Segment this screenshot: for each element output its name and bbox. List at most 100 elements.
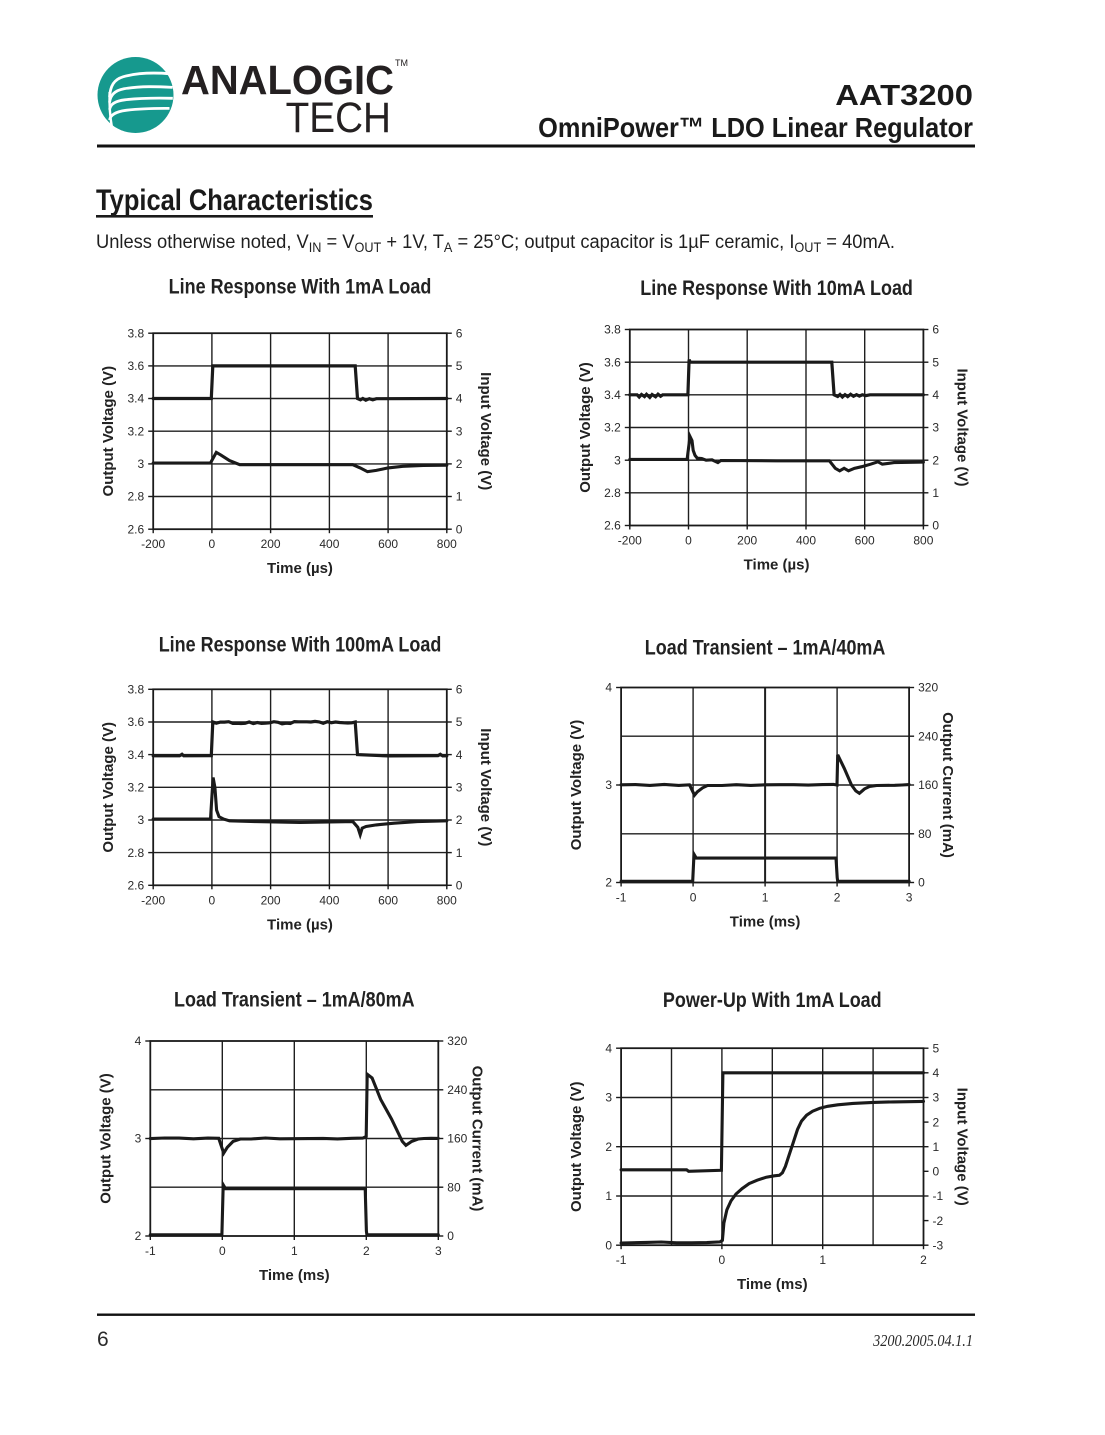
svg-text:3: 3 xyxy=(456,424,463,438)
svg-text:2.6: 2.6 xyxy=(128,522,145,536)
svg-text:600: 600 xyxy=(378,893,398,907)
svg-text:Output Current (mA): Output Current (mA) xyxy=(939,712,956,858)
svg-text:3200.2005.04.1.1: 3200.2005.04.1.1 xyxy=(872,1332,973,1350)
svg-text:Output Voltage (V): Output Voltage (V) xyxy=(100,366,117,497)
svg-text:6: 6 xyxy=(456,683,463,697)
svg-text:Input Voltage (V): Input Voltage (V) xyxy=(477,372,494,490)
svg-text:3.2: 3.2 xyxy=(604,421,621,435)
svg-text:Power-Up With 1mA Load: Power-Up With 1mA Load xyxy=(663,989,882,1013)
svg-text:2: 2 xyxy=(920,1253,927,1267)
svg-text:-1: -1 xyxy=(616,891,627,905)
svg-text:3: 3 xyxy=(605,1091,612,1105)
svg-text:Time (µs): Time (µs) xyxy=(744,557,810,574)
svg-text:400: 400 xyxy=(796,534,816,548)
svg-text:600: 600 xyxy=(378,537,398,551)
svg-text:2: 2 xyxy=(834,891,841,905)
svg-text:4: 4 xyxy=(605,681,612,695)
svg-text:0: 0 xyxy=(219,1244,226,1258)
svg-text:0: 0 xyxy=(456,522,463,536)
svg-text:-1: -1 xyxy=(145,1244,156,1258)
svg-text:2: 2 xyxy=(456,457,463,471)
svg-text:-1: -1 xyxy=(616,1253,627,1267)
svg-text:Line Response With 1mA Load: Line Response With 1mA Load xyxy=(169,275,432,299)
svg-text:-1: -1 xyxy=(933,1189,944,1203)
svg-text:0: 0 xyxy=(933,1165,940,1179)
svg-text:2: 2 xyxy=(933,1115,940,1129)
svg-text:3: 3 xyxy=(605,778,612,792)
svg-text:3.2: 3.2 xyxy=(128,781,145,795)
svg-text:Output Current (mA): Output Current (mA) xyxy=(468,1066,485,1212)
svg-text:3.6: 3.6 xyxy=(128,359,145,373)
svg-text:Time (ms): Time (ms) xyxy=(730,914,801,931)
svg-text:3: 3 xyxy=(138,457,145,471)
svg-text:4: 4 xyxy=(135,1034,142,1048)
svg-text:0: 0 xyxy=(209,893,216,907)
svg-text:-2: -2 xyxy=(933,1214,944,1228)
svg-text:1: 1 xyxy=(456,490,463,504)
svg-text:2.8: 2.8 xyxy=(604,486,621,500)
svg-text:240: 240 xyxy=(918,730,938,744)
svg-text:2.8: 2.8 xyxy=(128,490,145,504)
svg-text:Line Response With 100mA Load: Line Response With 100mA Load xyxy=(159,633,442,657)
svg-text:1: 1 xyxy=(291,1244,298,1258)
svg-text:3.2: 3.2 xyxy=(128,424,145,438)
svg-text:3: 3 xyxy=(932,421,939,435)
svg-text:AAT3200: AAT3200 xyxy=(835,79,973,112)
svg-text:TM: TM xyxy=(395,58,408,68)
svg-text:3.4: 3.4 xyxy=(604,388,621,402)
svg-text:OmniPower™ LDO Linear Regulato: OmniPower™ LDO Linear Regulator xyxy=(538,112,973,143)
svg-text:0: 0 xyxy=(685,534,692,548)
svg-text:2: 2 xyxy=(135,1229,142,1243)
svg-text:Output Voltage (V): Output Voltage (V) xyxy=(568,720,585,851)
svg-text:3: 3 xyxy=(138,813,145,827)
svg-text:600: 600 xyxy=(855,534,875,548)
svg-text:1: 1 xyxy=(456,846,463,860)
svg-text:2.8: 2.8 xyxy=(128,846,145,860)
svg-text:3: 3 xyxy=(135,1132,142,1146)
svg-text:5: 5 xyxy=(933,1041,940,1055)
svg-text:Time (ms): Time (ms) xyxy=(737,1276,808,1293)
svg-text:400: 400 xyxy=(319,537,339,551)
svg-text:Load Transient – 1mA/40mA: Load Transient – 1mA/40mA xyxy=(645,636,886,660)
svg-text:2: 2 xyxy=(605,876,612,890)
svg-text:Input Voltage (V): Input Voltage (V) xyxy=(954,1088,971,1206)
svg-text:2.6: 2.6 xyxy=(604,519,621,533)
svg-text:320: 320 xyxy=(918,681,938,695)
svg-text:200: 200 xyxy=(737,534,757,548)
svg-text:3: 3 xyxy=(456,781,463,795)
svg-text:-3: -3 xyxy=(933,1238,944,1252)
svg-text:Output Voltage (V): Output Voltage (V) xyxy=(100,722,117,853)
svg-text:200: 200 xyxy=(261,893,281,907)
svg-text:3.4: 3.4 xyxy=(128,392,145,406)
svg-text:4: 4 xyxy=(933,1066,940,1080)
svg-text:Line Response With 10mA Load: Line Response With 10mA Load xyxy=(640,277,913,301)
svg-text:3: 3 xyxy=(435,1244,442,1258)
svg-text:Time (µs): Time (µs) xyxy=(267,916,333,933)
svg-text:0: 0 xyxy=(209,537,216,551)
svg-text:0: 0 xyxy=(932,519,939,533)
svg-text:0: 0 xyxy=(456,879,463,893)
svg-text:160: 160 xyxy=(918,778,938,792)
svg-text:4: 4 xyxy=(605,1041,612,1055)
svg-text:3: 3 xyxy=(906,891,913,905)
svg-text:Load Transient – 1mA/80mA: Load Transient – 1mA/80mA xyxy=(174,988,415,1012)
svg-text:0: 0 xyxy=(918,876,925,890)
svg-text:Typical Characteristics: Typical Characteristics xyxy=(96,183,373,216)
svg-text:2: 2 xyxy=(932,453,939,467)
svg-text:Unless otherwise noted, VIN =: Unless otherwise noted, VIN = VOUT + 1V,… xyxy=(96,232,895,256)
svg-text:-200: -200 xyxy=(141,893,165,907)
svg-text:5: 5 xyxy=(932,355,939,369)
svg-text:1: 1 xyxy=(933,1140,940,1154)
svg-text:0: 0 xyxy=(447,1229,454,1243)
svg-text:-200: -200 xyxy=(618,534,642,548)
svg-text:3.8: 3.8 xyxy=(128,326,145,340)
svg-text:TECH: TECH xyxy=(286,93,391,141)
svg-text:1: 1 xyxy=(819,1253,826,1267)
svg-text:5: 5 xyxy=(456,715,463,729)
svg-text:160: 160 xyxy=(447,1132,467,1146)
svg-text:Output Voltage (V): Output Voltage (V) xyxy=(97,1073,114,1204)
svg-text:3.8: 3.8 xyxy=(604,323,621,337)
svg-text:3.6: 3.6 xyxy=(604,355,621,369)
svg-text:Output Voltage (V): Output Voltage (V) xyxy=(568,1081,585,1212)
svg-text:Output Voltage (V): Output Voltage (V) xyxy=(577,362,594,493)
